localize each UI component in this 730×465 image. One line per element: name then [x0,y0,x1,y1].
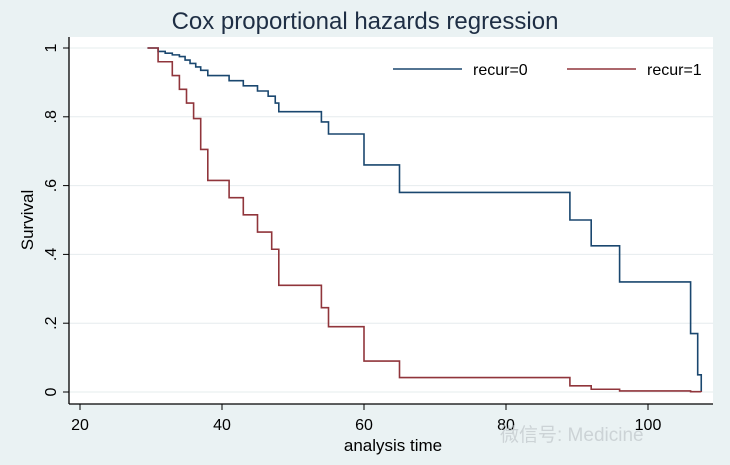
x-axis-label: analysis time [344,436,442,455]
y-ticks: 0 .2 .4 .6 .8 1 [43,43,69,396]
x-tick-label: 20 [71,417,89,434]
x-tick-label: 60 [355,417,373,434]
y-tick-label: .6 [43,179,60,192]
x-tick-label: 80 [497,417,515,434]
y-tick-label: 1 [43,43,60,52]
legend: recur=0 recur=1 [393,62,702,79]
series-lines [147,47,703,393]
legend-label-recur0: recur=0 [473,62,528,79]
legend-label-recur1: recur=1 [647,62,702,79]
y-tick-label: .4 [43,248,60,261]
watermark: 微信号: Medicine [500,425,644,446]
chart-title: Cox proportional hazards regression [172,8,559,35]
x-tick-label: 100 [635,417,662,434]
y-tick-label: 0 [43,387,60,396]
y-axis-label: Survival [18,190,37,250]
gridlines [70,47,713,393]
survival-curve-1 [147,47,703,393]
y-tick-label: .8 [43,110,60,123]
y-tick-label: .2 [43,316,60,329]
x-ticks: 20 40 60 80 100 [71,404,661,434]
survival-curve-0 [147,47,703,392]
plot-area [69,37,713,404]
x-tick-label: 40 [213,417,231,434]
